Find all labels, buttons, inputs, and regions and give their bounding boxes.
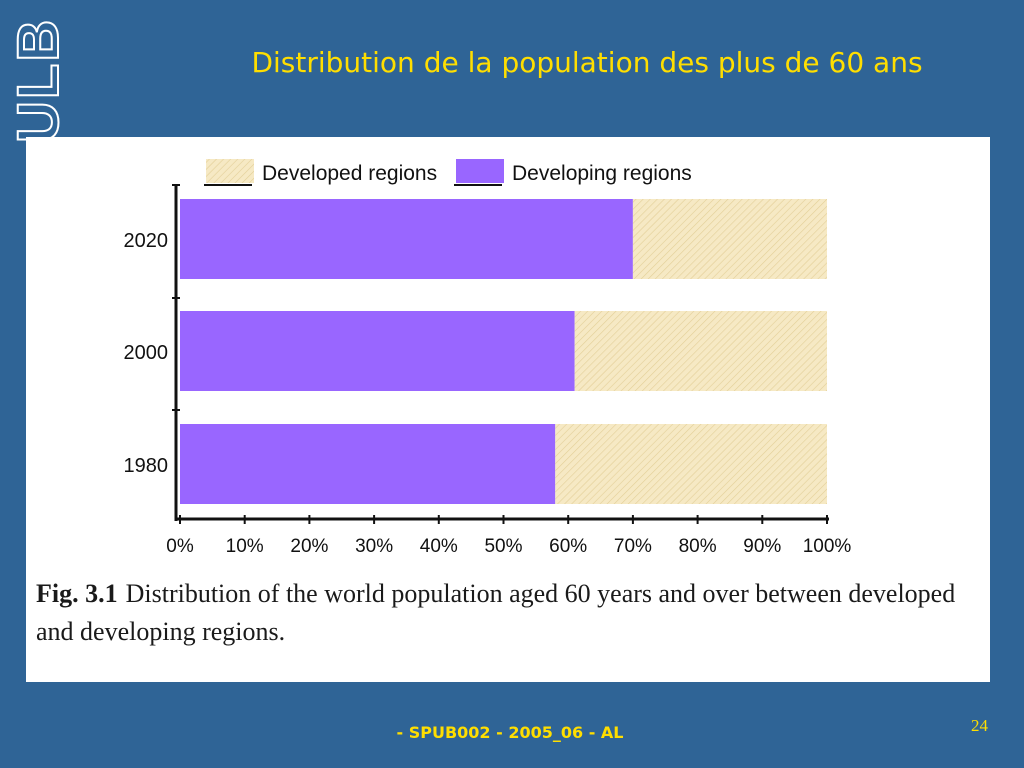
caption-label: Fig. 3.1	[36, 579, 118, 608]
bar-developing-2000	[180, 311, 575, 391]
slide-footer: - SPUB002 - 2005_06 - AL	[0, 723, 1024, 742]
category-label-2020: 2020	[124, 230, 169, 252]
bar-developing-1980	[180, 424, 556, 504]
slide-number: 24	[971, 716, 988, 735]
x-tick-label-4: 40%	[420, 536, 458, 557]
figure-caption: Fig. 3.1 Distribution of the world popula…	[36, 575, 976, 651]
legend-label-1: Developing regions	[512, 162, 692, 185]
legend-label-0: Developed regions	[262, 162, 437, 185]
x-tick-label-7: 70%	[614, 536, 652, 557]
x-tick-label-9: 90%	[743, 536, 781, 557]
x-tick-label-8: 80%	[679, 536, 717, 557]
axes-group: 2020 2000 1980 0% 10% 20% 30% 40% 50% 60% 70% 80% 90…	[124, 184, 852, 557]
bar-chart: Developed regions Developing regions 2020…	[124, 159, 852, 557]
x-tick-label-1: 10%	[226, 536, 264, 557]
figure-panel: Developed regions Developing regions 2020…	[26, 137, 990, 682]
x-tick-label-2: 20%	[290, 536, 328, 557]
chart-legend: Developed regions Developing regions	[204, 159, 692, 186]
x-tick-label-10: 100%	[803, 536, 852, 557]
slide-title: Distribution de la population des plus d…	[251, 46, 923, 79]
bar-developed-2020	[632, 199, 827, 279]
x-tick-label-6: 60%	[549, 536, 587, 557]
x-tick-label-0: 0%	[166, 536, 194, 557]
ulb-logo: ULB	[8, 18, 72, 144]
footer-text: - SPUB002 - 2005_06 - AL	[396, 723, 624, 742]
category-label-1980: 1980	[124, 455, 169, 477]
x-tick-label-3: 30%	[355, 536, 393, 557]
bars-group	[180, 199, 827, 504]
bar-developed-1980	[555, 424, 827, 504]
x-tick-label-5: 50%	[484, 536, 522, 557]
bar-developed-2000	[574, 311, 827, 391]
legend-swatch-1	[456, 159, 504, 183]
legend-swatch-0	[206, 159, 254, 183]
category-label-2000: 2000	[124, 342, 169, 364]
bar-developing-2020	[180, 199, 633, 279]
logo-text: ULB	[8, 18, 71, 143]
caption-text: Distribution of the world population age…	[36, 579, 956, 646]
